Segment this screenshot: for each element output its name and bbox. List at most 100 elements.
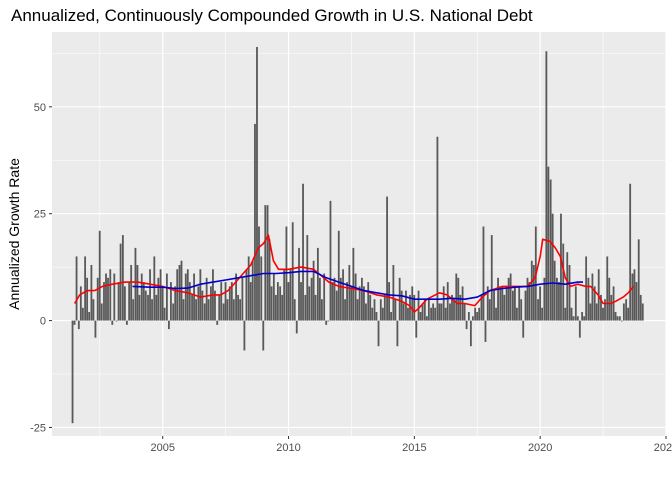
bar [75,256,78,321]
bar [310,277,313,321]
bar [157,277,160,321]
bar [73,320,76,325]
bar [379,299,382,321]
bar [635,282,638,321]
bar [138,294,141,321]
bar [153,256,156,321]
bar [396,320,399,347]
chart-title: Annualized, Continuously Compounded Grow… [11,6,533,25]
x-tick-label: 2025 [654,442,672,454]
y-tick-label: -25 [30,422,46,434]
bar [556,277,558,321]
bar [342,269,344,321]
bar [224,282,227,321]
bar [482,226,485,321]
x-tick-label: 2015 [402,442,426,454]
bar [637,239,640,321]
bar [207,299,210,321]
bar [308,286,311,321]
bar [262,320,265,351]
bar [321,299,323,321]
bar [272,273,275,321]
bar [407,307,409,321]
bar [553,260,556,321]
bar [501,286,504,321]
bar [249,282,252,321]
bar [411,286,414,321]
bar [304,294,307,321]
bar [423,299,426,321]
bar [549,179,552,321]
bar [333,277,336,321]
bar [178,264,181,321]
bar [186,269,189,321]
bar [593,286,596,321]
bar [430,307,433,321]
bar [377,320,380,347]
bar [570,307,573,321]
bar [260,256,263,321]
bar [455,273,458,321]
bar [541,307,543,321]
bar [383,294,386,321]
bar [600,294,602,321]
bar [459,294,462,321]
bar [168,320,170,330]
bar [560,213,562,321]
bar [537,299,539,321]
bar [516,307,518,321]
bar [465,320,468,330]
bar [182,299,185,321]
bar [180,260,183,321]
bar [511,290,514,321]
bar [113,273,116,321]
bar [606,256,609,321]
bar [398,277,401,321]
bar [109,269,112,321]
bar [581,312,584,321]
bar [71,320,74,424]
bar [251,260,254,321]
bar [587,277,590,321]
bar [155,294,158,321]
bar [216,320,219,325]
bar [486,286,489,321]
bar [392,264,395,321]
bar [300,282,302,321]
bar [503,294,506,321]
bar [350,286,353,321]
bar [453,299,455,321]
bar [390,312,393,321]
bar [363,286,365,321]
bar [264,205,267,321]
bar [103,282,105,321]
bar [641,303,644,321]
bar [193,273,195,321]
bar [595,303,598,321]
bar [140,273,143,321]
bar [144,290,147,321]
bar [409,294,411,321]
bar [463,303,466,321]
bar [329,200,332,321]
bar [528,282,531,321]
bar [432,303,435,321]
bar [318,277,321,321]
bar [287,282,290,321]
bar [373,299,376,321]
bar [298,247,300,321]
bar [490,235,493,321]
bar [172,303,175,321]
bar [136,264,139,321]
bar [188,282,191,321]
bar [201,290,204,321]
bar [467,312,470,321]
bar [86,277,89,321]
bar [478,307,481,321]
bar [583,316,586,321]
y-axis: -25 0 25 50 [30,102,52,434]
bar [532,264,535,321]
bar [276,282,279,321]
bar [121,235,124,321]
bar [509,273,512,321]
